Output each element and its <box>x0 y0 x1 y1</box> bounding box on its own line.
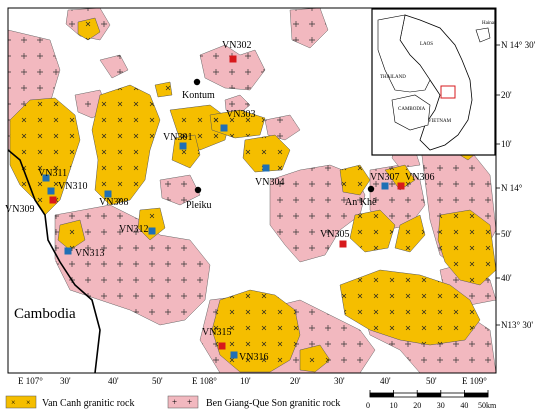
sample-label: VN312 <box>119 224 148 235</box>
sample-layer: VN302 VN303 VN301 VN304 VN307 VN306 VN311 VN310… <box>5 40 434 363</box>
sample-marker <box>230 351 238 359</box>
scale-label: 40 <box>460 401 468 410</box>
lat-label: 40' <box>501 273 512 283</box>
scale-label: 30 <box>437 401 445 410</box>
sample-marker <box>229 55 237 63</box>
lon-label: E 107° <box>18 376 43 386</box>
sample-label: VN307 <box>370 172 399 183</box>
sample-marker <box>47 187 55 195</box>
city-label: An Khê <box>345 197 377 208</box>
inset-label-laos: LAOS <box>420 42 433 47</box>
scale-label: 10 <box>390 401 398 410</box>
sample-label: VN310 <box>58 181 87 192</box>
inset-label-vietnam: VIETNAM <box>428 119 452 124</box>
legend-swatch-ben-giang <box>167 395 199 409</box>
legend-symbol-van-canh-2: × <box>26 398 31 407</box>
sample-marker <box>262 164 270 172</box>
lat-label: 20' <box>501 90 512 100</box>
sample-label: VN306 <box>405 172 434 183</box>
sample-marker <box>179 142 187 150</box>
sample-label: VN304 <box>255 177 284 188</box>
lat-label: 50' <box>501 229 512 239</box>
city-dot <box>194 186 202 194</box>
sample-label: VN309 <box>5 204 34 215</box>
city-layer: Kontum Pleiku An Khê <box>182 78 377 211</box>
sample-marker <box>64 247 72 255</box>
city-dot <box>193 78 201 86</box>
laos-thailand-outline <box>377 14 431 93</box>
hainan-outline <box>475 27 491 43</box>
inset-label-hainan: Hainan <box>482 21 497 26</box>
inset-map: Hainan LAOS THAILAND CAMBODIA VIETNAM <box>371 8 497 156</box>
inset-label-thailand: THAILAND <box>380 75 406 80</box>
legend-symbol-van-canh: × <box>11 398 16 407</box>
border-line <box>8 149 101 373</box>
lon-label: 50' <box>426 376 437 386</box>
lon-label: 50' <box>152 376 163 386</box>
lon-label: 10' <box>240 376 251 386</box>
study-area-box <box>440 85 456 99</box>
lon-label: 40' <box>108 376 119 386</box>
lat-label: N 14° <box>501 183 523 193</box>
inset-label-cambodia: CAMBODIA <box>398 107 426 112</box>
sample-marker <box>42 174 50 182</box>
lon-label: 40' <box>380 376 391 386</box>
latitude-labels: N 14° 30' 20' 10' N 14° 50' 40' N13° 30' <box>496 40 536 330</box>
lon-label: 20' <box>290 376 301 386</box>
sample-label: VN311 <box>38 168 67 179</box>
lon-label: E 109° <box>462 376 487 386</box>
city-dot <box>367 185 375 193</box>
sample-marker <box>339 240 347 248</box>
sample-marker <box>381 182 389 190</box>
sample-label: VN313 <box>75 248 104 259</box>
cambodia-region <box>8 200 95 373</box>
lat-label: N 14° 30' <box>501 40 536 50</box>
longitude-labels: E 107° 30' 40' 50' E 108° 10' 20' 30' 40' 50' E 10… <box>18 376 487 386</box>
legend-symbol-ben-giang: + <box>172 397 177 407</box>
lon-label: 30' <box>334 376 345 386</box>
legend: × × Van Canh granitic rock + + Ben Giang… <box>5 395 340 409</box>
sample-label: VN303 <box>226 109 255 120</box>
scale-bar: 0 10 20 30 40 50km <box>366 390 497 410</box>
cambodia-inset-outline <box>391 94 431 131</box>
legend-symbol-ben-giang-2: + <box>187 397 192 407</box>
lat-label: 10' <box>501 139 512 149</box>
sample-label: VN316 <box>239 352 268 363</box>
lon-label: E 108° <box>192 376 217 386</box>
city-label: Kontum <box>182 90 215 101</box>
legend-swatch-van-canh <box>5 395 37 409</box>
sample-label: VN308 <box>99 197 128 208</box>
sample-marker <box>148 227 156 235</box>
sample-label: VN315 <box>202 327 231 338</box>
map-frame <box>7 7 497 374</box>
sample-marker <box>218 342 226 350</box>
sample-marker <box>104 190 112 198</box>
city-label: Pleiku <box>186 200 212 211</box>
sample-marker <box>49 196 57 204</box>
scale-label: 50km <box>478 401 497 410</box>
sample-marker <box>397 182 405 190</box>
scale-label: 20 <box>413 401 421 410</box>
sample-marker <box>220 124 228 132</box>
legend-label-van-canh: Van Canh granitic rock <box>42 398 134 409</box>
sample-label: VN305 <box>320 229 349 240</box>
lon-label: 30' <box>60 376 71 386</box>
scale-label: 0 <box>366 401 370 410</box>
sample-label: VN301 <box>163 132 192 143</box>
lat-label: N13° 30' <box>501 320 533 330</box>
legend-label-ben-giang: Ben Giang-Que Son granitic rock <box>206 398 340 409</box>
sample-label: VN302 <box>222 40 251 51</box>
country-label: Cambodia <box>14 306 76 322</box>
